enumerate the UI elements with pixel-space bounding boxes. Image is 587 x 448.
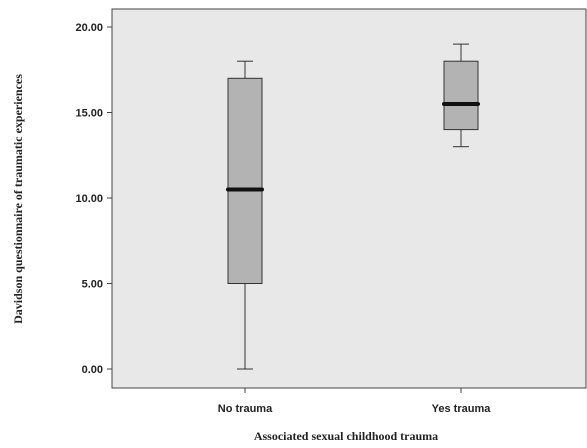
boxes-group (226, 43, 480, 370)
y-tick-label: 0.00 (82, 364, 103, 376)
y-tick-label: 15.00 (75, 108, 103, 120)
y-axis-label: Davidson questionnaire of traumatic expe… (11, 74, 25, 324)
x-axis: No trauma Yes trauma (218, 388, 491, 415)
box-iqr (227, 77, 263, 284)
y-axis: 0.00 5.00 10.00 15.00 20.00 (75, 22, 112, 376)
y-tick-label: 20.00 (75, 22, 103, 34)
y-tick-label: 10.00 (75, 193, 103, 205)
x-axis-label: Associated sexual childhood trauma (254, 429, 438, 443)
plot-area (111, 8, 587, 389)
box-iqr (443, 60, 479, 131)
x-tick-label: Yes trauma (432, 403, 492, 415)
x-tick-label: No trauma (218, 403, 273, 415)
y-tick-label: 5.00 (82, 279, 103, 291)
